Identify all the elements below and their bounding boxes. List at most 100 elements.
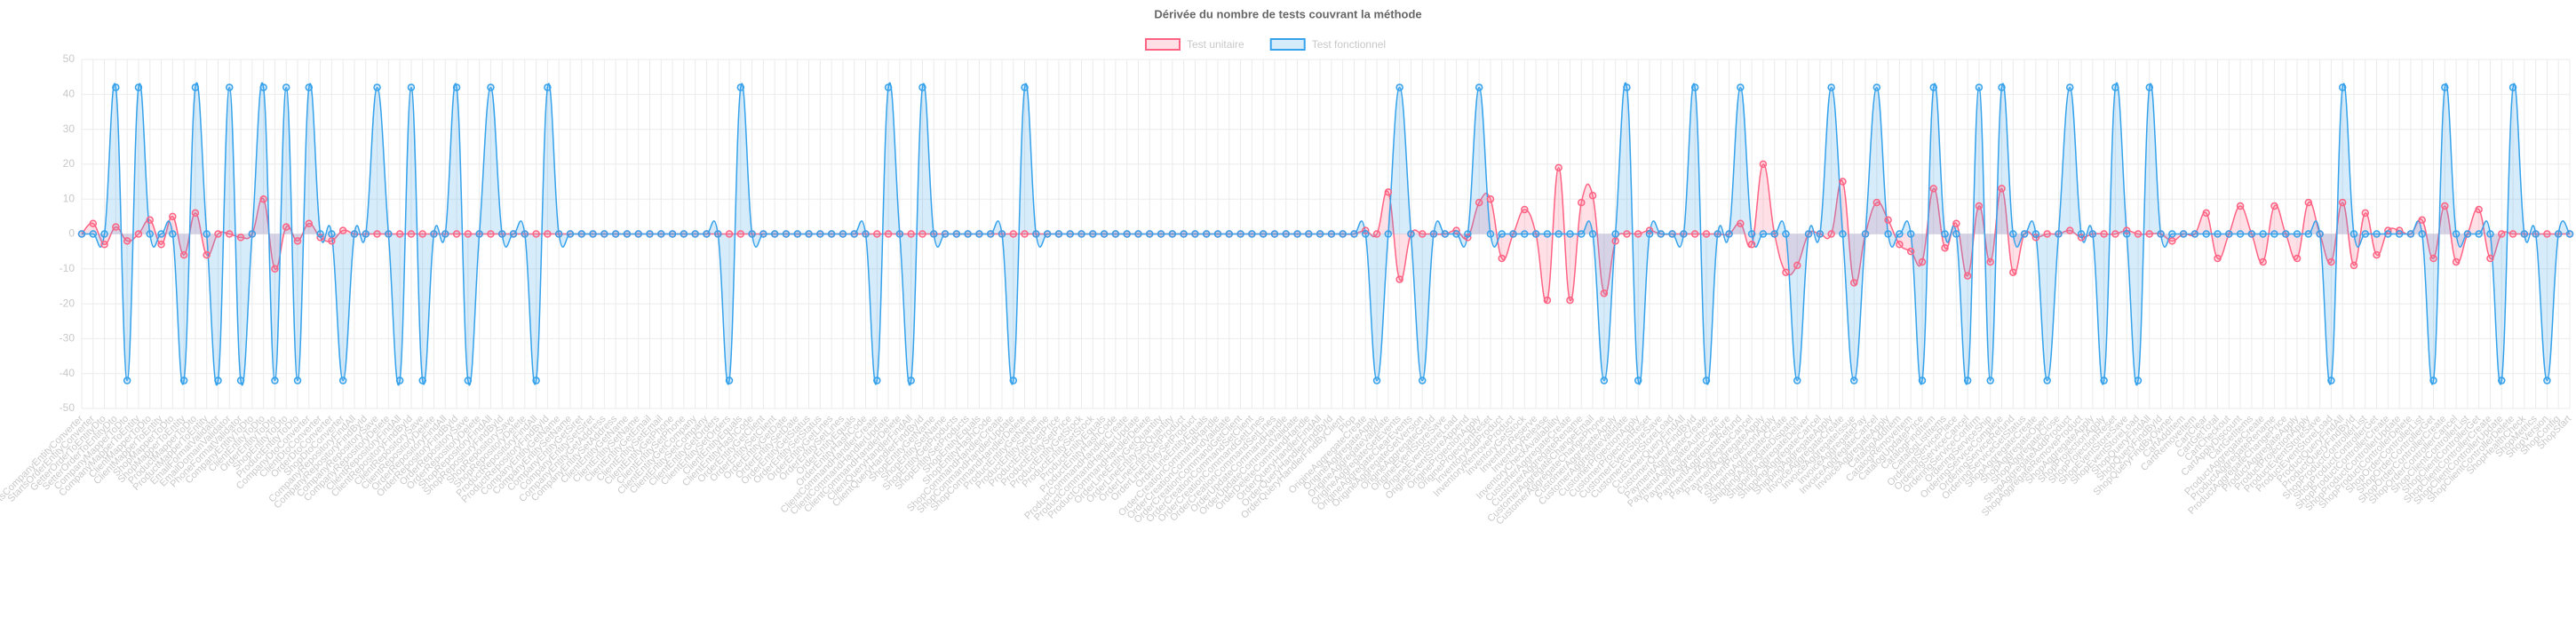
data-point [2009,230,2017,238]
data-point [1566,230,1574,238]
data-point [350,230,359,238]
data-point [2145,83,2154,91]
data-point [395,376,404,384]
data-point [2429,376,2437,384]
y-tick-label: -30 [60,332,76,345]
data-point [2134,230,2143,238]
data-point [1918,258,1927,266]
data-point [1021,230,1029,238]
data-point [1475,198,1483,207]
data-point [839,230,847,238]
data-point [259,194,267,203]
data-point [1395,83,1403,91]
data-point [907,230,915,238]
data-point [1407,230,1415,238]
data-point [532,376,540,384]
data-point [305,83,314,91]
data-point [1611,237,1619,245]
data-point [1554,163,1562,172]
data-point [2304,230,2313,238]
data-point [2100,376,2108,384]
data-point [2406,230,2415,238]
data-point [1941,243,1949,252]
legend-label: Test unitaire [1187,38,1244,51]
data-point [1588,230,1597,238]
data-point [1747,241,1756,249]
data-point [464,376,473,384]
data-point [1759,160,1768,169]
data-point [1702,376,1711,384]
data-point [1906,247,1915,256]
data-point [2190,230,2199,238]
y-tick-label: 40 [63,87,76,99]
data-point [2338,198,2347,207]
data-point [1929,185,1938,193]
data-point [1713,230,1722,238]
data-point [1839,178,1847,186]
data-point [1578,198,1586,207]
data-point [1543,296,1552,305]
data-point [2282,230,2290,238]
data-point [1998,83,2006,91]
data-point [1418,230,1427,238]
data-point [2338,83,2347,91]
data-point [1782,268,1790,276]
data-point [2452,230,2461,238]
data-point [929,230,938,238]
data-point [2475,230,2483,238]
data-point [2020,230,2029,238]
data-point [554,230,563,238]
data-point [236,376,245,384]
data-point [1464,230,1472,238]
data-point [1429,230,1438,238]
data-point [544,83,552,91]
data-point [430,230,438,238]
data-point [1270,230,1279,238]
data-point [2247,230,2256,238]
data-point [1634,376,1642,384]
data-point [975,230,983,238]
data-point [532,230,540,238]
data-point [1975,202,1984,210]
data-point [2111,83,2119,91]
data-point [1623,83,1631,91]
data-point [577,230,586,238]
data-point [2304,198,2313,207]
data-point [2088,230,2097,238]
data-point [1531,230,1540,238]
data-point [1600,289,1609,297]
data-point [1021,83,1029,91]
data-point [2270,230,2278,238]
data-point [1384,230,1393,238]
data-point [1884,216,1892,225]
data-point [2043,230,2051,238]
data-point [100,241,108,249]
data-point [884,230,893,238]
data-point [1384,188,1393,196]
data-point [2157,230,2165,238]
data-point [1032,230,1040,238]
data-point [1725,230,1733,238]
data-point [1896,230,1904,238]
data-point [1600,376,1609,384]
data-point [1816,230,1825,238]
data-point [2441,83,2449,91]
data-point [1362,230,1370,238]
data-point [385,230,393,238]
data-point [1963,376,1972,384]
data-point [759,230,767,238]
data-point [1054,230,1063,238]
data-point [2031,230,2040,238]
data-point [2259,230,2267,238]
data-point [2225,230,2233,238]
data-point [2429,254,2437,263]
data-point [1259,230,1268,238]
data-point [725,376,734,384]
data-point [191,83,200,91]
data-point [907,376,915,384]
data-point [1952,219,1960,227]
data-point [1372,230,1381,238]
data-point [521,230,529,238]
data-point [1849,279,1858,287]
